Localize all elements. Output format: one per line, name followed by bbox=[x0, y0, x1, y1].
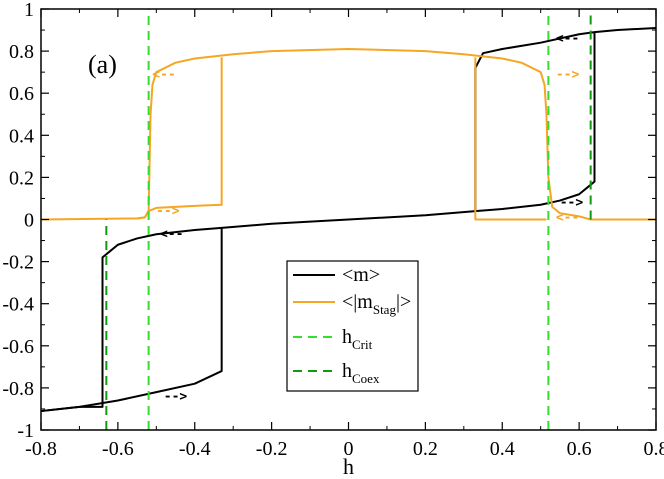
x-tick-label: -0.2 bbox=[256, 438, 288, 460]
legend-label-h_coex: hCoex bbox=[342, 360, 380, 386]
legend-label-main: <|m bbox=[342, 291, 373, 313]
series-line-m-1 bbox=[40, 226, 222, 413]
legend-box bbox=[286, 260, 419, 392]
x-tick-label: -0.4 bbox=[179, 438, 211, 460]
ticks-layer: -0.8 -0.6 -0.4 -0.2 0 0.2 0.4 0.6 0.8-1-0.8-0.6-… bbox=[2, 0, 664, 460]
y-tick-label: 0.2 bbox=[9, 167, 34, 189]
x-tick-label: 0.4 bbox=[490, 438, 515, 460]
series-line-m_stag-4 bbox=[136, 57, 223, 220]
x-axis-title: h bbox=[343, 454, 354, 479]
legend-label-subscript: Coex bbox=[352, 371, 380, 386]
legend-label-h_crit: hCrit bbox=[342, 326, 373, 352]
legend-label-main: h bbox=[342, 360, 352, 382]
direction-arrow-annotation: <-- bbox=[160, 227, 183, 242]
legend-label-main: h bbox=[342, 326, 352, 348]
y-tick-label: 0.8 bbox=[9, 41, 34, 63]
y-tick-label: 0.6 bbox=[9, 83, 34, 105]
x-tick-label: 0.6 bbox=[567, 438, 592, 460]
x-tick-label: 0 bbox=[344, 438, 354, 460]
legend-label-subscript: Stag bbox=[373, 302, 397, 317]
y-tick-label: 0.4 bbox=[9, 125, 34, 147]
x-tick-label: -0.6 bbox=[102, 438, 134, 460]
direction-arrow-annotation: <-- bbox=[556, 210, 579, 225]
legend-label-tail: |> bbox=[396, 291, 411, 313]
annotation-layer: <----><----><-- -->--> <-- bbox=[152, 31, 583, 404]
direction-arrow-annotation: --> bbox=[164, 389, 188, 404]
panel-label: (a) bbox=[88, 50, 117, 79]
x-tick-label: 0.8 bbox=[644, 438, 664, 460]
series-line-m_stag-5 bbox=[474, 57, 547, 221]
direction-arrow-annotation: <-- bbox=[152, 67, 175, 82]
legend-label-subscript: Crit bbox=[352, 337, 373, 352]
series-line-m-2 bbox=[475, 32, 596, 213]
legend-label-main: <m> bbox=[342, 264, 380, 286]
y-tick-label: -0.6 bbox=[2, 336, 34, 358]
x-tick-label: -0.8 bbox=[25, 438, 57, 460]
y-tick-label: -0.2 bbox=[2, 252, 34, 274]
direction-arrow-annotation: --> bbox=[556, 67, 580, 82]
series-line-m_stag-3 bbox=[40, 48, 656, 221]
y-tick-label: -0.4 bbox=[2, 294, 34, 316]
direction-arrow-annotation: --> bbox=[156, 204, 180, 219]
legend-label-m: <m> bbox=[342, 264, 380, 286]
y-tick-label: -0.8 bbox=[2, 378, 34, 400]
x-tick-label: 0.2 bbox=[413, 438, 438, 460]
y-tick-label: 1 bbox=[24, 0, 34, 21]
series-layer bbox=[40, 9, 657, 430]
legend-label-m_stag: <|mStag|> bbox=[342, 291, 411, 317]
direction-arrow-annotation: <-- bbox=[556, 31, 579, 46]
direction-arrow-annotation: --> bbox=[560, 196, 584, 211]
y-tick-label: 0 bbox=[24, 210, 34, 232]
y-tick-label: -1 bbox=[17, 420, 34, 442]
series-line-m-0 bbox=[40, 26, 657, 413]
